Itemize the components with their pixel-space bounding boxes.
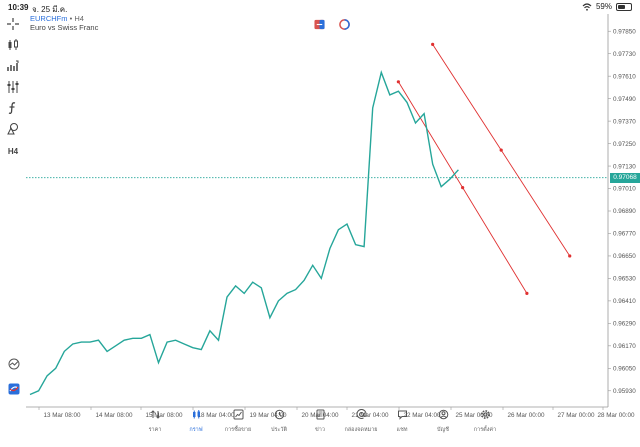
history-icon — [274, 409, 284, 420]
battery-percent: 59% — [595, 2, 612, 11]
symbol-name[interactable]: EURCHFm — [30, 14, 68, 23]
trendline-2-mid-handle[interactable] — [499, 148, 503, 152]
nav-label: บัญชี — [437, 427, 449, 433]
price-label: 0.96170 — [613, 343, 636, 350]
symbol-description: Euro vs Swiss Franc — [30, 23, 99, 32]
nav-item-quotes[interactable]: ราคา — [135, 409, 175, 434]
status-bar: 10:39 จ. 25 มี.ค. 59% — [0, 0, 640, 14]
trade-icon — [233, 409, 243, 420]
time-label: 25 Mar 00:00 — [455, 412, 493, 419]
nav-label: การซื้อขาย — [224, 427, 252, 433]
time-label: 20 Mar 04:00 — [301, 412, 339, 419]
chart-candles-icon — [192, 410, 200, 419]
price-label: 0.96650 — [613, 253, 636, 260]
quotes-icon — [150, 410, 160, 419]
price-label: 0.96290 — [613, 321, 636, 328]
nav-label: กราฟ — [189, 427, 203, 433]
account-icon — [438, 409, 448, 420]
time-label: 22 Mar 04:00 — [403, 412, 441, 419]
symbol-timeframe: H4 — [74, 14, 84, 23]
signal-icon[interactable] — [339, 19, 350, 30]
settings-sliders-icon[interactable] — [6, 80, 20, 94]
trendline-2-start-handle[interactable] — [431, 42, 435, 46]
price-label: 0.95930 — [613, 388, 636, 395]
trendline-1-mid-handle[interactable] — [461, 185, 465, 190]
mt5-logo-icon[interactable] — [8, 383, 20, 395]
nav-item-history[interactable]: ประวัติ — [259, 409, 299, 434]
price-label: 0.96770 — [613, 231, 636, 238]
crosshair-icon[interactable] — [6, 17, 20, 31]
trendline-1-start-handle[interactable] — [396, 80, 400, 84]
nav-item-account[interactable]: บัญชี — [423, 409, 463, 434]
nav-item-chat[interactable]: แชท — [382, 409, 422, 434]
status-time: 10:39 — [8, 3, 29, 12]
status-right: 59% — [582, 2, 632, 11]
chat-icon — [397, 410, 407, 420]
function-icon[interactable] — [6, 101, 20, 115]
activity-icon[interactable] — [8, 358, 20, 370]
nav-item-mailbox[interactable]: กล่องจดหมาย — [341, 409, 381, 434]
trendline-2-end-handle[interactable] — [568, 254, 572, 258]
price-label: 0.96530 — [613, 276, 636, 283]
nav-item-trade[interactable]: การซื้อขาย — [218, 409, 258, 434]
nav-label: ประวัติ — [270, 427, 288, 433]
status-date: จ. 25 มี.ค. — [32, 5, 68, 14]
nav-label: แชท — [396, 427, 408, 433]
timeframe-button[interactable]: H4 — [7, 146, 19, 156]
price-label: 0.97010 — [613, 186, 636, 193]
nav-label: ข่าว — [315, 427, 325, 433]
time-label: 15 Mar 08:00 — [145, 412, 183, 419]
nav-label: การตั้งค่า — [473, 427, 497, 433]
time-label: 27 Mar 00:00 — [557, 412, 595, 419]
symbol-info: EURCHFm • H4 Euro vs Swiss Franc — [30, 14, 98, 32]
time-label: 14 Mar 08:00 — [95, 412, 133, 419]
price-label: 0.96890 — [613, 208, 636, 215]
time-label: 26 Mar 00:00 — [507, 412, 545, 419]
nav-item-settings[interactable]: การตั้งค่า — [465, 409, 505, 434]
price-label: 0.97730 — [613, 51, 636, 58]
price-label: 0.97850 — [613, 28, 636, 35]
left-toolbar: H4 — [0, 14, 26, 164]
price-label: 0.96050 — [613, 365, 636, 372]
chart-top-icons — [314, 19, 350, 30]
price-label: 0.97610 — [613, 73, 636, 80]
news-icon — [316, 409, 324, 420]
time-label: 21 Mar 04:00 — [351, 412, 389, 419]
time-label: 28 Mar 00:00 — [597, 412, 635, 419]
time-label: 13 Mar 08:00 — [43, 412, 81, 419]
price-label: 0.97490 — [613, 96, 636, 103]
nav-label: ราคา — [148, 427, 162, 433]
bottom-navigation: ราคา กราฟ การซื้อขาย ประวัติ ข่าว กล่องจดหมาย… — [0, 407, 640, 434]
settings-icon — [480, 410, 490, 419]
nav-label: กล่องจดหมาย — [344, 427, 378, 433]
symbol-separator: • — [69, 14, 73, 23]
trendline-1-end-handle[interactable] — [525, 291, 529, 295]
time-label: 19 Mar 04:00 — [249, 412, 287, 419]
battery-icon — [616, 2, 632, 11]
mailbox-icon — [356, 409, 367, 419]
one-click-trading-icon[interactable] — [314, 19, 325, 30]
current-price-tag: 0.97068 — [610, 172, 640, 183]
shapes-icon[interactable] — [6, 122, 20, 136]
candles-icon[interactable] — [6, 38, 20, 52]
price-series-line — [29, 70, 459, 396]
nav-item-chart-candles[interactable]: กราฟ — [176, 409, 216, 434]
price-label: 0.96410 — [613, 298, 636, 305]
wifi-icon — [582, 2, 592, 11]
nav-item-news[interactable]: ข่าว — [300, 409, 340, 434]
time-label: 18 Mar 04:00 — [197, 412, 235, 419]
indicators-icon[interactable] — [6, 59, 20, 73]
price-label: 0.97130 — [613, 163, 636, 170]
price-label: 0.97370 — [613, 118, 636, 125]
price-label: 0.97250 — [613, 141, 636, 148]
